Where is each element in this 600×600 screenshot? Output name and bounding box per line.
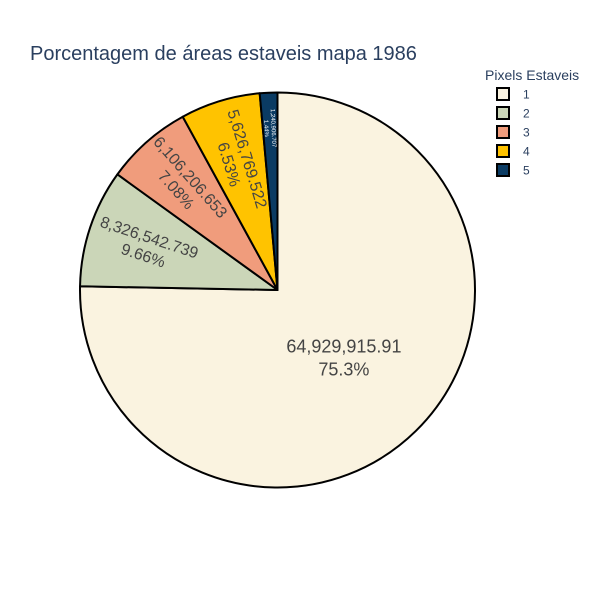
legend-label-4[interactable]: 4: [523, 145, 530, 159]
legend-title: Pixels Estaveis: [485, 67, 579, 83]
chart-title: Porcentagem de áreas estaveis mapa 1986: [30, 43, 417, 65]
legend-label-3[interactable]: 3: [523, 126, 530, 140]
legend-label-1[interactable]: 1: [523, 88, 530, 102]
legend-label-5[interactable]: 5: [523, 164, 530, 178]
legend-swatch-2[interactable]: [496, 106, 510, 120]
slice-value-label-5: 1,240,906.707: [269, 109, 277, 148]
pie-slice-5[interactable]: [258, 91, 279, 291]
legend-swatch-4[interactable]: [496, 144, 510, 158]
pie-slice-2[interactable]: [79, 173, 279, 291]
legend-label-2[interactable]: 2: [523, 107, 530, 121]
legend-swatch-5[interactable]: [496, 163, 510, 177]
legend: Pixels Estaveis 1 2 3 4 5: [485, 67, 579, 178]
slice-value-label-1: 64,929,915.91: [286, 336, 401, 356]
pie-slices: [79, 91, 476, 489]
legend-swatch-1[interactable]: [496, 87, 510, 101]
slice-percent-label-1: 75.3%: [318, 359, 369, 379]
pie-slice-1[interactable]: [79, 91, 476, 489]
slice-label-1: 64,929,915.91 75.3%: [286, 336, 401, 379]
legend-swatch-3[interactable]: [496, 125, 510, 139]
slice-percent-label-5: 1.44%: [262, 120, 269, 138]
